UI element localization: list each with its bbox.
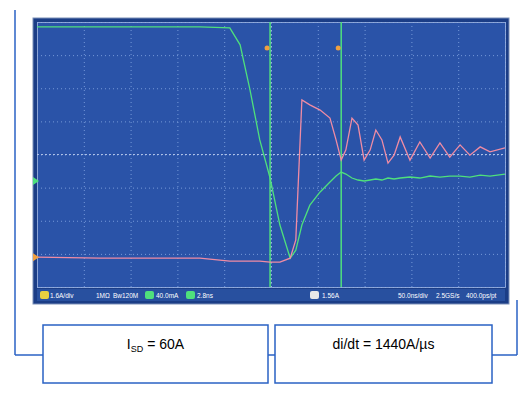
channel-marker bbox=[33, 253, 39, 261]
tick bbox=[37, 88, 505, 89]
x-axis bbox=[38, 22, 506, 288]
grid-line bbox=[37, 287, 505, 288]
cursor-marker bbox=[265, 46, 270, 51]
tick bbox=[37, 221, 505, 222]
tick bbox=[505, 22, 506, 287]
caption: ISD = 60A bbox=[127, 336, 185, 354]
frame-line bbox=[492, 354, 517, 356]
caption-box: ISD = 60A bbox=[43, 325, 268, 383]
status-badge bbox=[40, 291, 49, 299]
caption-box: di/dt = 1440A/µs bbox=[275, 325, 492, 383]
status-text: 1MΩ bbox=[96, 292, 110, 299]
cursor bbox=[340, 22, 342, 287]
grid-line bbox=[37, 88, 505, 89]
grid-line bbox=[37, 221, 505, 222]
frame bbox=[15, 10, 517, 355]
tick bbox=[84, 22, 85, 287]
frame-line bbox=[14, 10, 16, 355]
grid-line bbox=[505, 22, 506, 287]
grid-line bbox=[84, 22, 85, 287]
grid-line bbox=[411, 22, 412, 287]
caption-frame bbox=[275, 325, 492, 383]
status-text: 400.0ps/pt bbox=[466, 292, 497, 300]
chart: 1.6A/div 1MΩBw120M 40.0mA 2.8ns 1.56A 50.0ns/… bbox=[0, 0, 525, 394]
plot-area bbox=[37, 22, 505, 287]
status-text: 40.0mA bbox=[156, 292, 179, 299]
center-line bbox=[271, 22, 272, 287]
axis-line bbox=[38, 23, 506, 288]
grid-line bbox=[271, 22, 272, 287]
tick bbox=[271, 22, 272, 287]
status-text: Bw bbox=[113, 292, 122, 299]
trace bbox=[37, 27, 505, 258]
status-bar: 1.6A/div 1MΩBw120M 40.0mA 2.8ns 1.56A 50.0ns/… bbox=[37, 289, 505, 301]
caption: di/dt = 1440A/µs bbox=[333, 336, 435, 352]
frame-line bbox=[516, 300, 518, 355]
status-text: 1.56A bbox=[322, 292, 340, 299]
cursor bbox=[269, 22, 271, 287]
frame-line bbox=[268, 354, 275, 356]
caption-text: di/dt = 1440A/µs bbox=[333, 336, 435, 352]
caption-frame bbox=[43, 325, 268, 383]
caption-text: = 60A bbox=[143, 336, 185, 352]
plot-background bbox=[37, 22, 505, 287]
frame-line bbox=[15, 354, 43, 356]
cursor-marker bbox=[336, 46, 341, 51]
status-text: 50.0ns/div bbox=[398, 292, 428, 299]
status-badge bbox=[186, 291, 195, 299]
scope-bezel bbox=[33, 18, 509, 304]
status-text: 120M bbox=[122, 292, 138, 299]
channel-marker bbox=[33, 177, 39, 185]
tick bbox=[37, 287, 505, 288]
status-badge bbox=[310, 291, 319, 299]
caption-subscript: SD bbox=[131, 344, 144, 354]
tick bbox=[411, 22, 412, 287]
y-axis bbox=[37, 23, 505, 288]
status-text: 2.8ns bbox=[197, 292, 214, 299]
axis-line bbox=[38, 22, 506, 288]
status-text: 2.5GS/s bbox=[436, 292, 460, 299]
trace bbox=[37, 100, 505, 262]
status-bar-background bbox=[37, 289, 505, 301]
status-text: 1.6A/div bbox=[50, 292, 74, 299]
status-badge bbox=[145, 291, 154, 299]
